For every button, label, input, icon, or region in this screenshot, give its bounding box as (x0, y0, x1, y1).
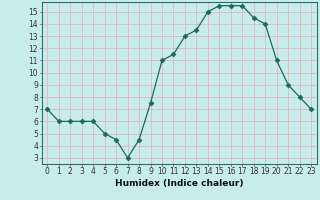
X-axis label: Humidex (Indice chaleur): Humidex (Indice chaleur) (115, 179, 244, 188)
